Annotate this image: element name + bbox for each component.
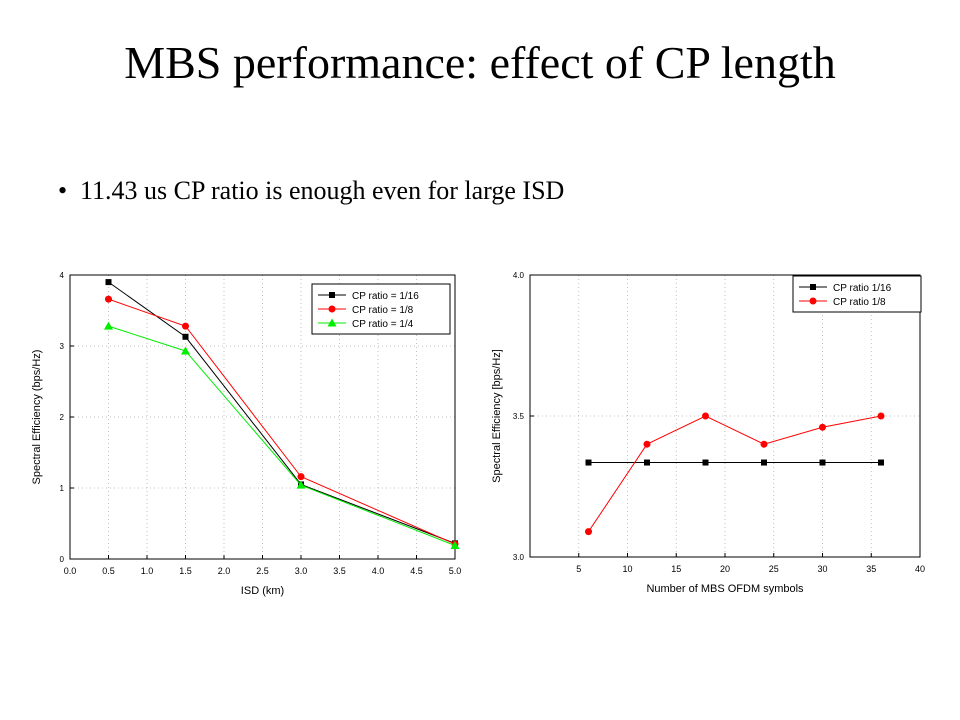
legend-label: CP ratio = 1/4 [352,319,414,330]
x-tick-label: 3.5 [333,566,346,576]
x-tick-label: 20 [720,564,730,574]
chart-isd-spectral-efficiency: 0.0 0.5 1.0 1.5 2.0 2.5 3.0 3.5 4.0 4.5 5.0 0 1 2 3 4 IS… [31,271,462,597]
x-tick-label: 10 [622,564,632,574]
slide-title: MBS performance: effect of CP length [124,37,836,88]
x-tick-label: 5.0 [449,566,462,576]
data-point [643,440,651,448]
data-point [644,459,650,466]
y-tick-label: 1 [60,484,65,493]
x-tick-label: 15 [671,564,681,574]
data-point [761,459,767,466]
data-point [585,528,592,536]
x-tick-label: 2.0 [218,566,231,576]
legend-label: CP ratio = 1/8 [352,305,414,316]
x-axis-label: Number of MBS OFDM symbols [646,583,804,595]
data-point [104,321,113,330]
series-line [108,298,456,545]
x-tick-label: 35 [866,564,876,574]
y-tick-label: 3.0 [513,553,525,562]
data-point [182,333,189,340]
data-point [702,459,709,466]
bullet-item: • 11.43 us CP ratio is enough even for la… [58,176,564,206]
data-point [450,541,460,550]
y-tick-label: 0 [60,555,65,564]
y-tick-label: 3 [60,342,65,351]
x-tick-label: 1.0 [141,566,154,576]
data-point [702,412,709,420]
legend-marker [327,318,337,327]
x-tick-label: 0.0 [64,566,77,576]
data-point [182,322,189,330]
x-axis-label: ISD (km) [241,585,284,597]
data-point [877,412,885,420]
legend-marker [328,305,336,313]
data-point [105,279,112,286]
y-tick-label: 4 [60,271,65,280]
x-tick-label: 40 [915,564,925,574]
data-point [585,459,592,466]
plot-frame [529,274,921,558]
x-tick-label: 25 [769,564,779,574]
legend-marker [809,297,817,305]
x-tick-label: 30 [817,564,827,574]
legend-marker [329,292,335,298]
x-tick-label: 3.0 [295,566,308,576]
series-line [108,325,456,546]
series-line [108,281,456,544]
y-axis-label: Spectral Efficiency (bps/Hz) [31,350,43,485]
chart-ofdm-symbols-spectral-efficiency: 5 10 15 20 25 30 35 40 3.0 3.5 4.0 Number of MBS OF… [491,271,925,595]
x-tick-label: 5 [576,564,581,574]
data-point [760,440,768,448]
x-tick-label: 1.5 [179,566,192,576]
x-tick-label: 2.5 [256,566,269,576]
legend-label: CP ratio = 1/16 [352,291,419,302]
x-tick-label: 4.0 [372,566,385,576]
y-axis-label: Spectral Efficiency [bps/Hz] [491,349,503,483]
data-point [181,346,190,355]
series-line [588,415,882,532]
x-tick-label: 0.5 [102,566,115,576]
data-point [105,295,112,303]
y-tick-label: 2 [60,413,65,422]
data-point [296,480,306,489]
legend-marker [810,284,816,290]
legend-label: CP ratio 1/8 [833,297,886,308]
data-point [819,423,826,431]
x-tick-label: 4.5 [410,566,423,576]
legend-box [792,275,922,313]
bullet-text: 11.43 us CP ratio is enough even for lar… [80,176,565,205]
y-tick-label: 3.5 [513,412,525,421]
bullet-marker: • [58,176,68,205]
y-tick-label: 4.0 [513,271,525,280]
data-point [297,473,305,481]
legend-label: CP ratio 1/16 [833,283,892,294]
data-point [819,459,826,466]
data-point [878,459,884,466]
